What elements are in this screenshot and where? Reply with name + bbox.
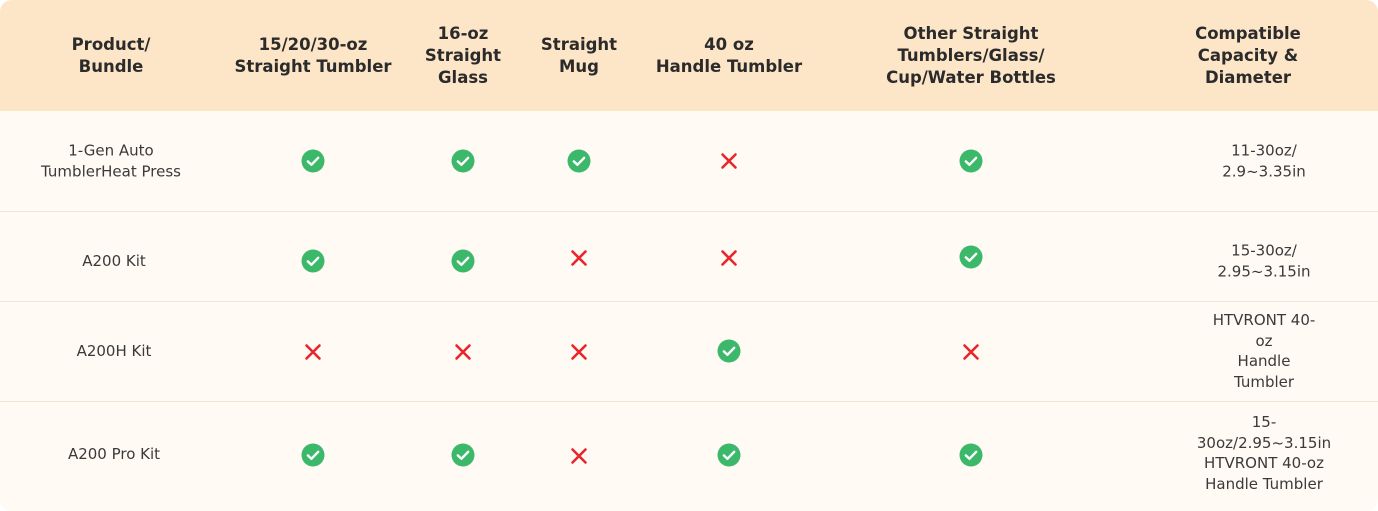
cross-icon bbox=[567, 444, 591, 468]
row-divider bbox=[0, 211, 1378, 212]
check-icon bbox=[717, 339, 741, 363]
cross-icon bbox=[567, 340, 591, 364]
cross-icon bbox=[451, 340, 475, 364]
capacity-text: 15-30oz/2.95~3.15in HTVRONT 40-oz Handle… bbox=[1196, 413, 1332, 493]
cross-icon bbox=[717, 149, 741, 173]
cross-icon bbox=[567, 246, 591, 270]
check-icon bbox=[301, 443, 325, 467]
capacity-text: 15-30oz/ 2.95~3.15in bbox=[1217, 241, 1311, 281]
check-icon bbox=[451, 149, 475, 173]
check-icon bbox=[301, 249, 325, 273]
header-straight-glass: 16-oz Straight Glass bbox=[424, 24, 502, 87]
header-capacity-diameter: Compatible Capacity & Diameter bbox=[1195, 24, 1301, 87]
product-name: A200 Kit bbox=[82, 251, 146, 270]
check-icon bbox=[959, 149, 983, 173]
cross-icon bbox=[717, 246, 741, 270]
header-product-bundle: Product/ Bundle bbox=[71, 35, 151, 76]
check-icon bbox=[451, 443, 475, 467]
check-icon bbox=[717, 443, 741, 467]
table-header: Product/ Bundle 15/20/30-oz Straight Tum… bbox=[0, 0, 1378, 111]
header-straight-mug: Straight Mug bbox=[540, 35, 618, 76]
capacity-text: HTVRONT 40-oz Handle Tumbler bbox=[1212, 311, 1316, 391]
check-icon bbox=[301, 149, 325, 173]
cross-icon bbox=[959, 340, 983, 364]
capacity-text: 11-30oz/ 2.9~3.35in bbox=[1222, 141, 1306, 181]
cross-icon bbox=[301, 340, 325, 364]
row-divider bbox=[0, 401, 1378, 402]
check-icon bbox=[567, 149, 591, 173]
header-other-straight: Other Straight Tumblers/Glass/ Cup/Water… bbox=[886, 24, 1056, 87]
header-straight-tumbler: 15/20/30-oz Straight Tumbler bbox=[234, 35, 392, 76]
check-icon bbox=[959, 245, 983, 269]
check-icon bbox=[959, 443, 983, 467]
row-divider bbox=[0, 301, 1378, 302]
check-icon bbox=[451, 249, 475, 273]
product-name: 1-Gen Auto TumblerHeat Press bbox=[41, 141, 181, 181]
product-name: A200H Kit bbox=[76, 341, 152, 360]
product-name: A200 Pro Kit bbox=[67, 444, 161, 463]
header-handle-tumbler: 40 oz Handle Tumbler bbox=[655, 35, 803, 76]
